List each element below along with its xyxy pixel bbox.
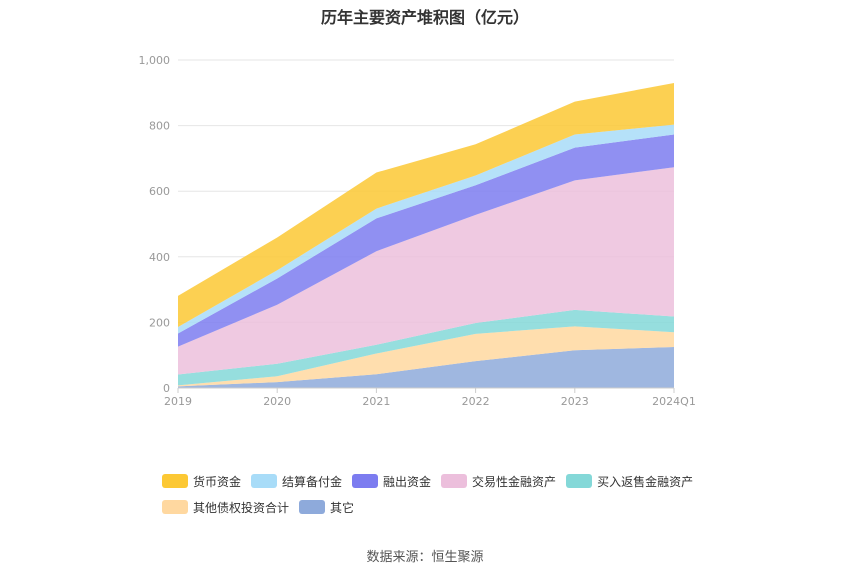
x-tick-label: 2024Q1	[652, 395, 696, 408]
x-tick-label: 2023	[561, 395, 589, 408]
legend-swatch	[352, 474, 379, 488]
legend-label: 买入返售金融资产	[597, 474, 694, 489]
legend-label: 其它	[330, 500, 355, 515]
legend-item[interactable]: 结算备付金	[251, 472, 342, 490]
legend-swatch	[566, 474, 593, 488]
x-tick-label: 2020	[263, 395, 291, 408]
y-tick-label: 200	[149, 316, 170, 329]
legend-label: 融出资金	[383, 474, 432, 489]
x-tick-label: 2022	[462, 395, 490, 408]
area-货币资金[interactable]	[178, 82, 674, 327]
legend-label: 结算备付金	[282, 474, 343, 489]
y-tick-label: 1,000	[139, 54, 171, 67]
legend-item[interactable]: 融出资金	[352, 472, 431, 490]
y-tick-label: 400	[149, 251, 170, 264]
area-融出资金[interactable]	[178, 134, 674, 347]
legend-swatch	[162, 500, 188, 514]
series-areas	[178, 82, 674, 388]
legend-swatch	[162, 474, 188, 488]
chart-title: 历年主要资产堆积图（亿元）	[320, 8, 529, 27]
area-买入返售金融资产[interactable]	[178, 309, 674, 386]
legend-label: 其他债权投资合计	[193, 500, 290, 515]
legend-item[interactable]: 交易性金融资产	[441, 472, 556, 490]
legend-item[interactable]: 买入返售金融资产	[566, 472, 693, 490]
legend: 货币资金 结算备付金 融出资金 交易性金融资产 买入返售金融资产其他债权投资合计 其它	[162, 472, 722, 524]
legend-label: 交易性金融资产	[472, 474, 557, 489]
stacked-area-chart: 0 200 400 600 800 1,000 2019 2020 2021 2022 2023 20…	[139, 54, 696, 408]
y-tick-label: 0	[163, 382, 170, 395]
area-交易性金融资产[interactable]	[178, 167, 674, 375]
legend-swatch	[299, 500, 326, 514]
legend-swatch	[441, 474, 468, 488]
y-tick-label: 600	[149, 185, 170, 198]
x-tick-label: 2021	[362, 395, 390, 408]
data-source: 数据来源：恒生聚源	[366, 550, 484, 565]
axes: 0 200 400 600 800 1,000 2019 2020 2021 2022 2023 20…	[139, 54, 696, 408]
x-tick-label: 2019	[164, 395, 192, 408]
area-其它[interactable]	[178, 347, 674, 388]
legend-item[interactable]: 其他债权投资合计	[162, 498, 289, 516]
legend-label: 货币资金	[193, 474, 242, 489]
legend-swatch	[251, 474, 278, 488]
legend-item[interactable]: 其它	[299, 498, 354, 516]
legend-item[interactable]: 货币资金	[162, 472, 241, 490]
area-其他债权投资合计[interactable]	[178, 326, 674, 387]
y-tick-label: 800	[149, 120, 170, 133]
